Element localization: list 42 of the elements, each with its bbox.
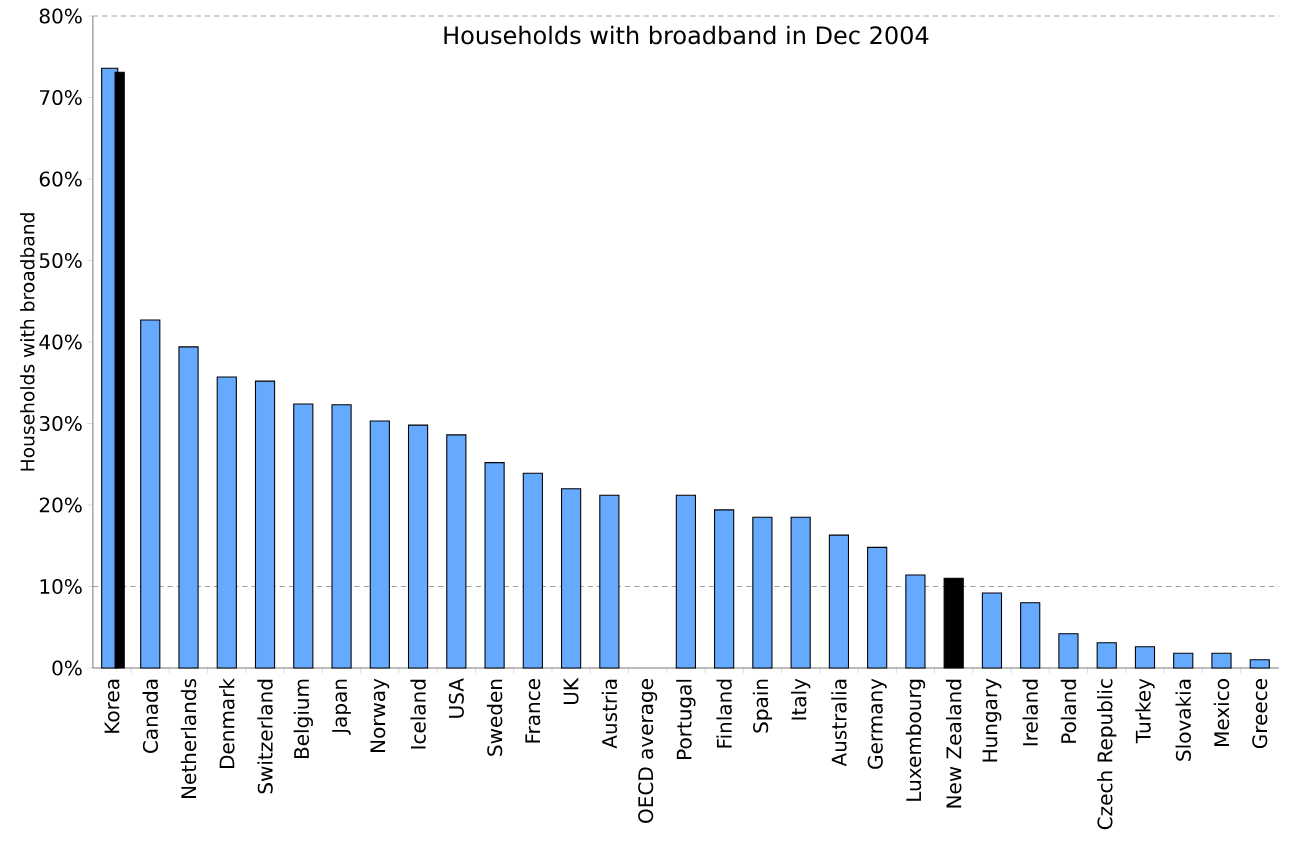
x-tick-label: Ireland xyxy=(1022,679,1038,746)
x-tick-label: Denmark xyxy=(219,678,235,768)
y-tick-label: 20% xyxy=(39,497,82,513)
x-tick-label: Mexico xyxy=(1213,679,1230,746)
x-tick-label: Sweden xyxy=(486,679,503,756)
y-tick-label: 50% xyxy=(39,252,82,269)
x-tick-label: Germany xyxy=(867,678,887,769)
x-tick-label: Slovakia xyxy=(1175,679,1191,761)
x-tick-label: Austria xyxy=(601,679,618,749)
x-tick-label: Switzerland xyxy=(257,679,273,794)
x-tick-label: New Zealand xyxy=(945,679,962,808)
x-tick-label: Czech Republic xyxy=(1097,679,1117,830)
x-tick-label: Luxembourg xyxy=(905,679,926,801)
x-tick-label: Belgium xyxy=(293,679,313,759)
x-tick-label: Portugal xyxy=(676,679,696,759)
y-tick-label: 30% xyxy=(39,415,82,432)
x-tick-label: Iceland xyxy=(410,679,426,749)
x-tick-label: Norway xyxy=(370,678,390,752)
x-tick-label: OECD average xyxy=(638,679,658,823)
x-tick-label: USA xyxy=(448,678,464,718)
x-tick-label: France xyxy=(525,679,541,743)
y-tick-label: 0% xyxy=(52,660,82,676)
x-tick-label: Poland xyxy=(1060,679,1077,743)
x-tick-label: UK xyxy=(563,677,579,705)
y-tick-label: 70% xyxy=(40,89,82,106)
x-tick-label: Japan xyxy=(332,679,351,735)
x-tick-label: Greece xyxy=(1252,679,1268,749)
x-tick-label: Italy xyxy=(790,678,811,720)
y-tick-label: 40% xyxy=(39,334,82,350)
x-tick-label: Turkey xyxy=(1135,678,1155,744)
x-tick-label: Australia xyxy=(831,679,847,767)
x-tick-label: Finland xyxy=(716,679,732,748)
x-tick-label: Spain xyxy=(752,679,773,733)
y-tick-label: 80% xyxy=(39,8,82,24)
x-tick-label: Netherlands xyxy=(180,679,197,798)
x-tick-label: Korea xyxy=(104,679,120,733)
x-tick-label: Canada xyxy=(142,679,159,754)
y-tick-label: 10% xyxy=(40,578,82,595)
y-tick-label: 60% xyxy=(39,171,82,187)
x-tick-label: Hungary xyxy=(982,678,1002,762)
y-axis-title: Households with broadband xyxy=(20,213,35,471)
chart-title: Households with broadband in Dec 2004 xyxy=(444,25,929,45)
